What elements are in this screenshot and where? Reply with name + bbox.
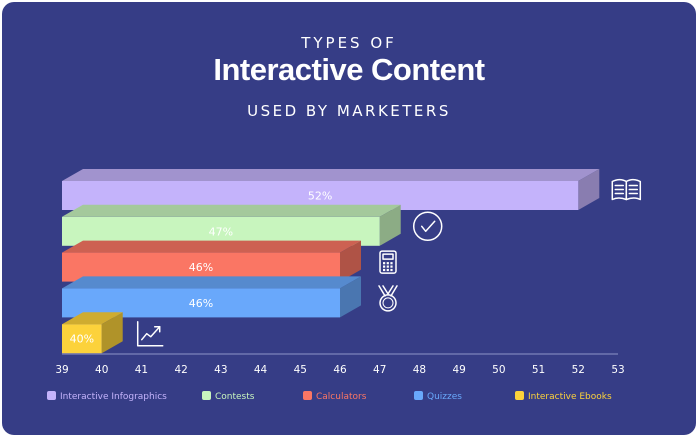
bar-value-label: 52% (308, 190, 332, 203)
x-tick-label: 49 (452, 364, 465, 376)
x-tick-label: 45 (294, 364, 307, 376)
bar-value-label: 47% (209, 225, 233, 238)
legend-swatch (303, 391, 312, 400)
x-tick-label: 52 (572, 364, 585, 376)
title-kicker: TYPES OF (301, 34, 397, 52)
legend-label: Interactive Infographics (60, 392, 167, 402)
legend-label: Interactive Ebooks (528, 392, 612, 402)
bar-top-face (62, 276, 361, 289)
bar-value-label: 40% (70, 333, 94, 346)
legend-item-interactive-infographics: Interactive Infographics (47, 391, 167, 402)
bar-front-face (62, 324, 102, 354)
chart-title: Interactive Content (213, 52, 485, 87)
x-tick-label: 43 (214, 364, 227, 376)
title-subtitle: USED BY MARKETERS (247, 102, 451, 120)
bar-interactive-infographics: 52% (62, 169, 600, 210)
bar-top-face (62, 240, 361, 253)
check-circle-icon (412, 211, 443, 242)
bar-calculators: 46% (62, 240, 361, 282)
legend-item-calculators: Calculators (303, 391, 367, 402)
bar-side-face (101, 312, 123, 354)
x-tick-label: 41 (135, 364, 148, 376)
bar-value-label: 46% (189, 261, 213, 274)
bar-side-face (340, 240, 361, 282)
legend-swatch (414, 391, 423, 400)
bar-top-face (62, 204, 401, 217)
legend-swatch (202, 391, 211, 400)
x-tick-label: 48 (413, 364, 426, 376)
legend-label: Contests (215, 392, 255, 402)
x-tick-label: 46 (333, 364, 347, 376)
bar-top-face (62, 312, 123, 325)
x-tick-label: 39 (55, 364, 68, 376)
medal-icon (378, 285, 398, 312)
bar-quizzes: 46% (62, 276, 361, 318)
calculator-icon (379, 250, 397, 274)
bar-interactive-ebooks: 40% (62, 312, 123, 354)
legend-swatch (515, 391, 524, 400)
x-tick-label: 51 (532, 364, 545, 376)
legend-swatch (47, 391, 56, 400)
bar-contests: 47% (62, 204, 401, 246)
bar-side-face (578, 169, 600, 210)
book-icon (611, 178, 642, 201)
x-tick-label: 42 (174, 364, 187, 376)
bar-value-label: 46% (189, 297, 213, 310)
bar-side-face (379, 204, 401, 246)
x-tick-label: 53 (611, 364, 624, 376)
legend-label: Quizzes (427, 392, 462, 402)
x-tick-label: 47 (373, 364, 386, 376)
legend-item-contests: Contests (202, 391, 255, 402)
legend-item-quizzes: Quizzes (414, 391, 462, 402)
legend-item-interactive-ebooks: Interactive Ebooks (515, 391, 612, 402)
x-tick-label: 44 (254, 364, 268, 376)
legend-label: Calculators (316, 392, 367, 402)
x-tick-label: 40 (95, 364, 108, 376)
x-tick-label: 50 (492, 364, 505, 376)
trend-chart-icon (136, 320, 164, 347)
bar-side-face (340, 276, 361, 318)
bar-top-face (62, 169, 600, 181)
